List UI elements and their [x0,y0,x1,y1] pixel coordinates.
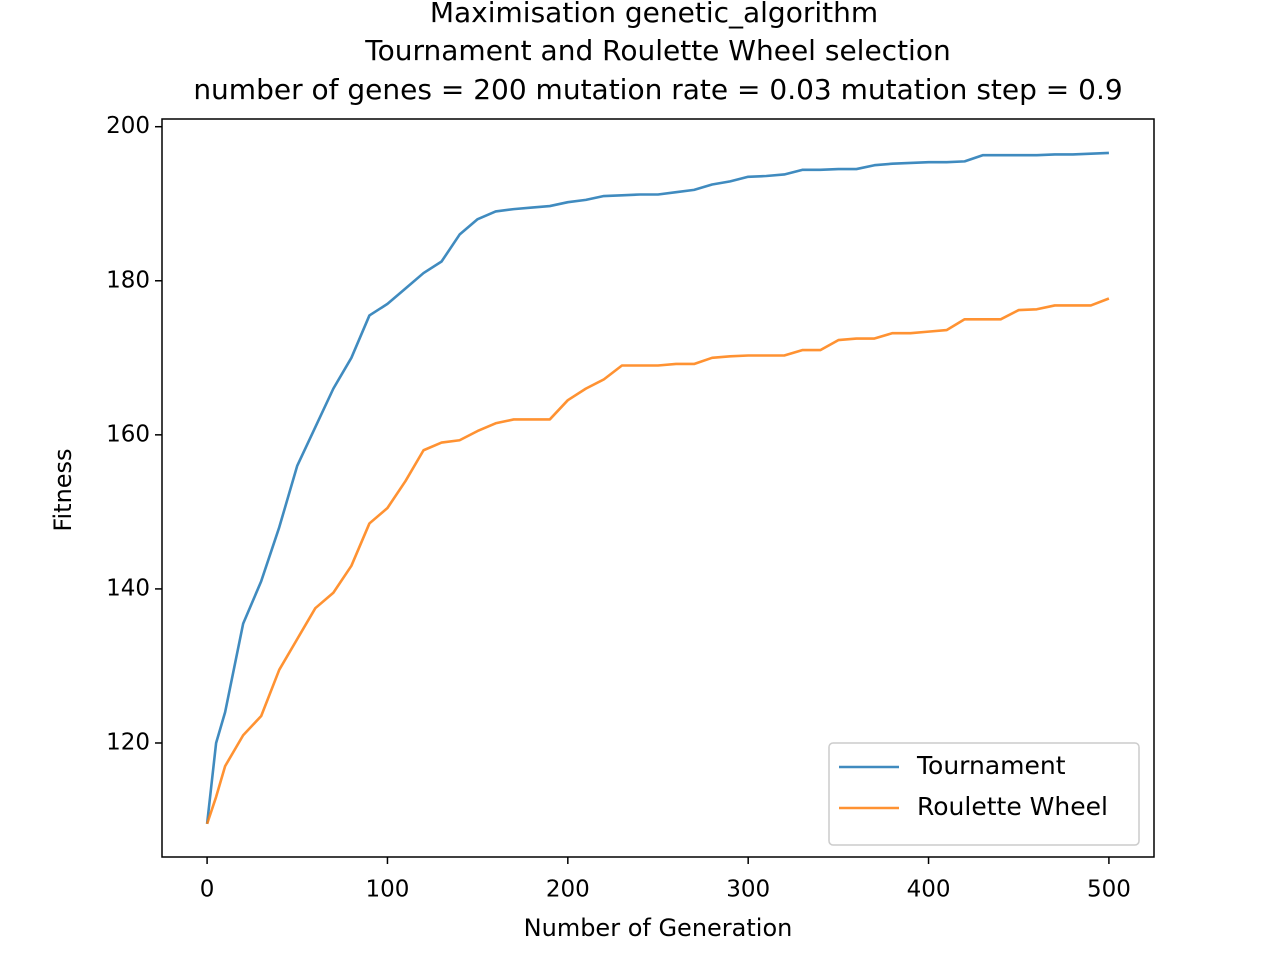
x-tick-label: 500 [1087,877,1131,903]
chart-title: Maximisation genetic_algorithm [430,0,878,29]
legend-label: Roulette Wheel [917,792,1108,821]
y-tick-label: 140 [106,575,150,601]
chart-title: Tournament and Roulette Wheel selection [364,34,950,67]
x-axis-label: Number of Generation [524,914,793,942]
x-tick-label: 400 [907,877,951,903]
x-tick-label: 0 [200,877,215,903]
x-tick-label: 300 [726,877,770,903]
x-tick-label: 200 [546,877,590,903]
y-tick-label: 180 [106,267,150,293]
data-line [205,151,1109,825]
data-line [205,297,1110,825]
y-tick-label: 160 [106,421,150,447]
chart-title: number of genes = 200 mutation rate = 0.… [193,73,1122,106]
plot-frame [161,118,1155,858]
legend-label: Tournament [916,751,1066,780]
legend-box [828,742,1140,846]
y-tick-label: 120 [106,729,150,755]
y-axis-label: Fitness [49,448,77,531]
y-tick-label: 200 [106,113,150,139]
x-tick-label: 100 [366,877,410,903]
